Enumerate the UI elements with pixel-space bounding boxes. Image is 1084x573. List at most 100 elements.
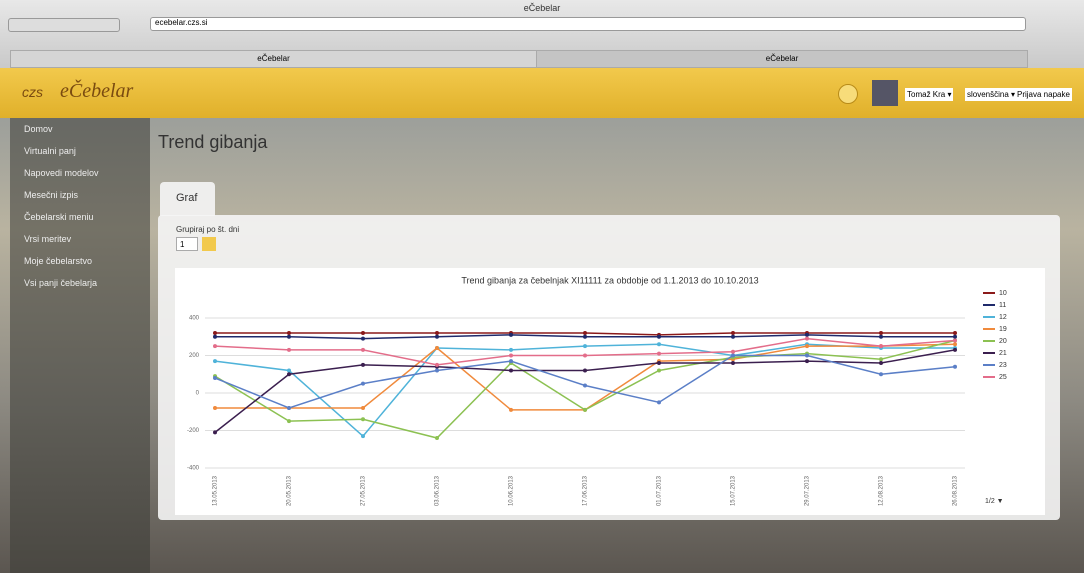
x-tick-label: 01.07.2013 — [657, 475, 663, 506]
y-tick-label: -400 — [187, 466, 200, 472]
tab[interactable]: eČebelar — [10, 50, 537, 68]
chart-title: Trend gibanja za čebelnjak XI11111 za ob… — [461, 275, 758, 285]
page-title: Trend gibanja — [158, 132, 267, 153]
point — [953, 335, 957, 339]
point — [805, 333, 809, 337]
group-input[interactable]: 1 — [176, 237, 198, 251]
point — [731, 335, 735, 339]
group-button[interactable] — [202, 237, 216, 251]
point — [805, 344, 809, 348]
point — [805, 337, 809, 341]
sidebar-item[interactable]: Vrsi meritev — [10, 228, 150, 250]
point — [361, 331, 365, 335]
point — [805, 359, 809, 363]
point — [583, 384, 587, 388]
point — [287, 348, 291, 352]
report-button[interactable]: Prijava napake — [1015, 88, 1072, 101]
point — [361, 434, 365, 438]
tab[interactable]: eČebelar — [536, 50, 1028, 68]
point — [953, 331, 957, 335]
point — [361, 337, 365, 341]
point — [361, 363, 365, 367]
sidebar-item[interactable]: Vsi panji čebelarja — [10, 272, 150, 294]
point — [287, 369, 291, 373]
icon[interactable] — [838, 84, 858, 104]
x-tick-label: 20.05.2013 — [287, 475, 293, 506]
tab[interactable]: Graf — [160, 182, 215, 216]
legend-label: 11 — [999, 302, 1006, 309]
point — [509, 354, 513, 358]
x-tick-label: 10.06.2013 — [509, 475, 515, 506]
point — [879, 335, 883, 339]
point — [509, 369, 513, 373]
point — [583, 344, 587, 348]
sidebar-item[interactable]: Moje čebelarstvo — [10, 250, 150, 272]
point — [657, 342, 661, 346]
legend-label: 23 — [999, 362, 1007, 369]
sidebar-item[interactable]: Napovedi modelov — [10, 162, 150, 184]
point — [583, 369, 587, 373]
point — [213, 430, 217, 434]
point — [361, 406, 365, 410]
point — [509, 348, 513, 352]
point — [509, 408, 513, 412]
point — [879, 372, 883, 376]
point — [953, 365, 957, 369]
point — [509, 333, 513, 337]
legend-label: 19 — [999, 326, 1007, 333]
x-tick-label: 13.05.2013 — [213, 475, 219, 506]
point — [953, 342, 957, 346]
point — [435, 363, 439, 367]
y-tick-label: 400 — [189, 316, 200, 322]
point — [435, 346, 439, 350]
legend-label: 10 — [999, 290, 1007, 297]
sidebar-item[interactable]: Domov — [10, 118, 150, 140]
point — [731, 354, 735, 358]
legend-label: 25 — [999, 374, 1007, 381]
legend-label: 21 — [999, 350, 1007, 357]
nav-buttons[interactable] — [8, 18, 120, 32]
point — [213, 344, 217, 348]
point — [879, 344, 883, 348]
x-tick-label: 17.06.2013 — [583, 475, 589, 506]
page: eČebelar ecebelar.czs.si eČebelar eČebel… — [0, 0, 1084, 573]
point — [731, 331, 735, 335]
language-menu[interactable]: slovenščina ▾ — [965, 88, 1017, 101]
y-tick-label: -200 — [187, 428, 200, 434]
group-label: Grupiraj po št. dni — [176, 225, 239, 234]
browser-chrome: eČebelar ecebelar.czs.si eČebelar eČebel… — [0, 0, 1084, 69]
point — [287, 335, 291, 339]
app-header: czs eČebelar Tomaž Kra ▾ slovenščina ▾ P… — [0, 68, 1084, 118]
url-bar[interactable]: ecebelar.czs.si — [150, 17, 1026, 31]
point — [287, 406, 291, 410]
point — [657, 369, 661, 373]
chart: Trend gibanja za čebelnjak XI11111 za ob… — [175, 268, 1045, 515]
point — [435, 369, 439, 373]
point — [879, 331, 883, 335]
point — [657, 335, 661, 339]
point — [213, 376, 217, 380]
point — [583, 354, 587, 358]
point — [583, 331, 587, 335]
x-tick-label: 27.05.2013 — [361, 475, 367, 506]
point — [287, 419, 291, 423]
x-tick-label: 15.07.2013 — [731, 475, 737, 506]
point — [361, 382, 365, 386]
point — [583, 335, 587, 339]
point — [213, 331, 217, 335]
logo-prefix: czs — [22, 84, 43, 100]
user-menu[interactable]: Tomaž Kra ▾ — [905, 88, 953, 101]
point — [879, 361, 883, 365]
sidebar-item[interactable]: Virtualni panj — [10, 140, 150, 162]
point — [435, 331, 439, 335]
point — [509, 359, 513, 363]
x-tick-label: 03.06.2013 — [435, 475, 441, 506]
point — [361, 348, 365, 352]
sidebar-item[interactable]: Čebelarski meniu — [10, 206, 150, 228]
sidebar-item[interactable]: Mesečni izpis — [10, 184, 150, 206]
logo[interactable]: eČebelar — [60, 80, 133, 103]
point — [287, 331, 291, 335]
point — [953, 348, 957, 352]
avatar — [872, 80, 898, 106]
